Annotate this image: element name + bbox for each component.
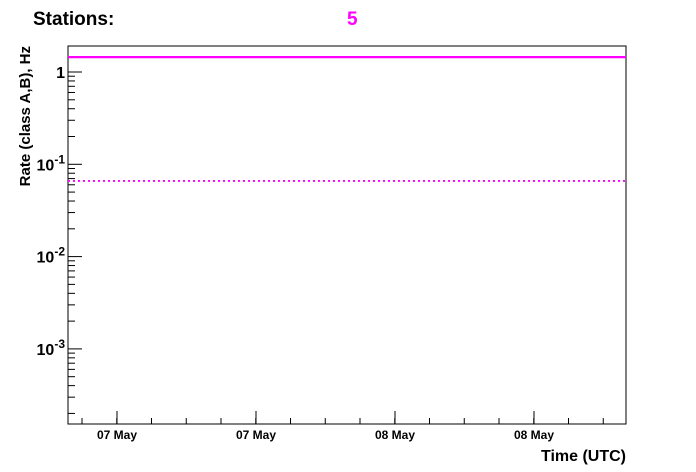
- x-axis-title: Time (UTC): [541, 448, 626, 465]
- y-tick-label: 10-3: [37, 337, 66, 359]
- y-axis-title: Rate (class A,B), Hz: [17, 46, 34, 186]
- x-tick-label: 07 May: [236, 428, 276, 442]
- plot-frame: [67, 45, 627, 425]
- y-tick-label: 10-1: [37, 152, 66, 174]
- axis-labels: 07 May 07 May 08 May 08 May 1 10-1 10-2 10-3: [37, 65, 555, 442]
- stations-label: Stations:: [33, 9, 115, 30]
- y-tick-label: 1: [56, 65, 65, 82]
- x-tick-label: 08 May: [375, 428, 415, 442]
- x-tick-label: 08 May: [514, 428, 554, 442]
- axis-ticks: [68, 71, 604, 424]
- series-lines: [68, 56, 626, 182]
- y-tick-label: 10-2: [37, 245, 66, 267]
- stations-count: 5: [347, 9, 358, 30]
- x-tick-label: 07 May: [97, 428, 137, 442]
